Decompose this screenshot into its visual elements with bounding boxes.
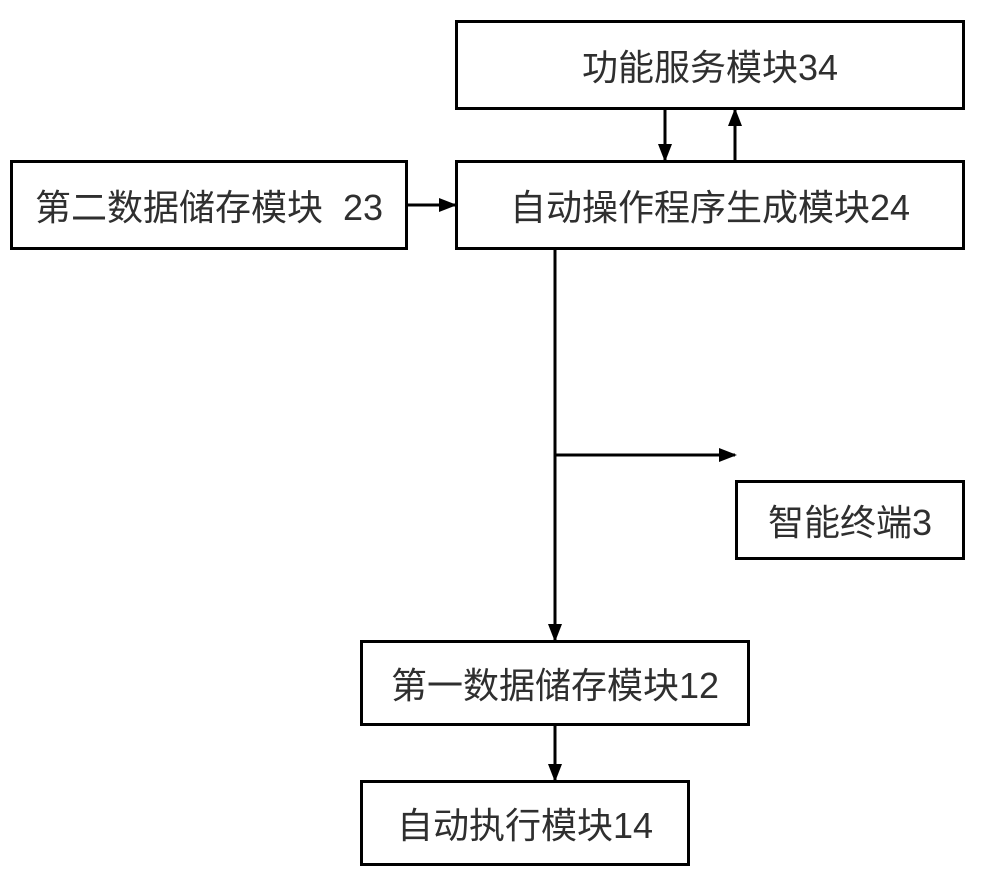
- node-second-storage: 第二数据储存模块 23: [10, 160, 408, 250]
- node-first-storage-label: 第一数据储存模块12: [391, 657, 719, 709]
- arrow-layer: [0, 0, 1000, 884]
- node-function-service-label: 功能服务模块34: [582, 39, 838, 91]
- diagram-canvas: 功能服务模块34 第二数据储存模块 23 自动操作程序生成模块24 智能终端3 …: [0, 0, 1000, 884]
- node-auto-exec: 自动执行模块14: [360, 780, 690, 866]
- node-second-storage-label: 第二数据储存模块 23: [35, 179, 383, 231]
- node-auto-op-gen-label: 自动操作程序生成模块24: [510, 179, 910, 231]
- node-function-service: 功能服务模块34: [455, 20, 965, 110]
- node-first-storage: 第一数据储存模块12: [360, 640, 750, 726]
- node-smart-terminal-label: 智能终端3: [768, 494, 932, 546]
- node-smart-terminal: 智能终端3: [735, 480, 965, 560]
- node-auto-exec-label: 自动执行模块14: [397, 797, 653, 849]
- node-auto-op-gen: 自动操作程序生成模块24: [455, 160, 965, 250]
